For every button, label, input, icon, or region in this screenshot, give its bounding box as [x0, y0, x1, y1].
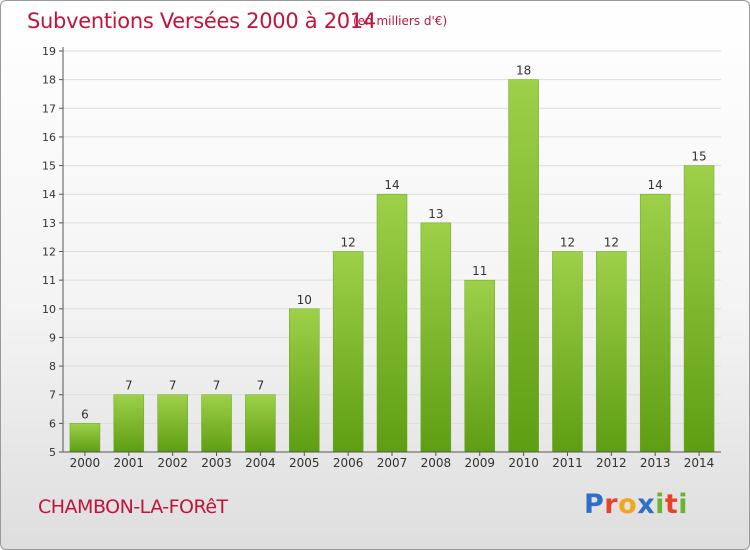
bar-2004	[245, 394, 276, 453]
data-label: 7	[169, 379, 177, 393]
y-tick-label: 8	[49, 360, 56, 373]
data-label: 10	[297, 293, 312, 307]
y-tick-label: 14	[42, 188, 56, 201]
x-tick-label: 2011	[552, 456, 583, 470]
y-tick-label: 9	[49, 331, 56, 344]
bar-2005	[289, 308, 320, 453]
bar-2012	[596, 251, 627, 453]
logo-letter: P	[584, 489, 605, 520]
data-label: 14	[384, 178, 399, 192]
proxiti-logo: Proxiti	[584, 489, 688, 520]
commune-name: CHAMBON-LA-FORêT	[38, 496, 228, 518]
data-label: 12	[560, 236, 575, 250]
x-tick-label: 2003	[201, 456, 232, 470]
y-tick-label: 5	[49, 446, 56, 459]
y-tick-label: 7	[49, 389, 56, 402]
data-label: 12	[340, 236, 355, 250]
logo-letter: r	[604, 489, 619, 520]
bar-2013	[639, 193, 671, 453]
x-tick-label: 2002	[157, 456, 188, 470]
data-label: 7	[257, 379, 265, 393]
y-tick-label: 17	[42, 102, 56, 115]
y-tick-label: 15	[42, 160, 56, 173]
bar-2008	[420, 222, 452, 453]
logo-letter: o	[618, 489, 638, 520]
bar-2010	[508, 79, 539, 453]
bar-2006	[332, 251, 364, 453]
x-tick-label: 2013	[640, 456, 671, 470]
logo-letter: t	[664, 489, 679, 520]
y-tick-label: 13	[42, 217, 56, 230]
axis-layer: 5 6 7 8 9 10 11 12 13 14 15 16 17 18 19 2000 2001 2002 200…	[42, 45, 721, 470]
data-label: 13	[428, 207, 443, 221]
y-tick-label: 6	[49, 417, 56, 430]
logo-letter: i	[678, 489, 689, 520]
bar-2003	[201, 394, 232, 453]
y-tick-label: 10	[42, 303, 56, 316]
data-label: 11	[472, 264, 487, 278]
logo-letter: x	[637, 489, 656, 520]
y-tick-label: 19	[42, 45, 56, 58]
bar-2011	[552, 251, 583, 453]
data-label: 6	[81, 407, 89, 421]
x-tick-label: 2004	[245, 456, 276, 470]
y-tick-label: 12	[42, 246, 56, 259]
logo-letter: i	[655, 489, 665, 520]
x-tick-label: 2010	[508, 456, 539, 470]
data-label: 12	[604, 236, 619, 250]
data-label: 18	[516, 64, 531, 78]
chart-title: Subventions Versées 2000 à 2014	[27, 9, 376, 33]
y-tick-label: 18	[42, 74, 56, 87]
data-label: 14	[648, 178, 663, 192]
x-tick-label: 2009	[464, 456, 495, 470]
x-tick-label: 2008	[421, 456, 452, 470]
x-tick-label: 2012	[596, 456, 627, 470]
x-tick-label: 2005	[289, 456, 320, 470]
x-tick-label: 2000	[70, 456, 101, 470]
y-tick-label: 11	[42, 274, 56, 287]
bar-2002	[157, 394, 188, 453]
y-tick-label: 16	[42, 131, 56, 144]
bar-2009	[464, 279, 495, 453]
data-label: 7	[213, 379, 221, 393]
bar-2000	[69, 423, 101, 453]
bar-layer: 6 7 7 7 7 10 12 14 13 11 18 12 12 14 15	[69, 64, 715, 453]
x-tick-label: 2001	[114, 456, 145, 470]
bar-2007	[376, 193, 408, 453]
bar-2014	[683, 165, 715, 453]
unit-note: (en milliers d'€)	[353, 14, 448, 28]
x-tick-label: 2007	[377, 456, 408, 470]
x-tick-label: 2014	[684, 456, 715, 470]
data-label: 15	[691, 150, 706, 164]
data-label: 7	[125, 379, 133, 393]
x-tick-label: 2006	[333, 456, 364, 470]
bar-2001	[113, 394, 145, 453]
